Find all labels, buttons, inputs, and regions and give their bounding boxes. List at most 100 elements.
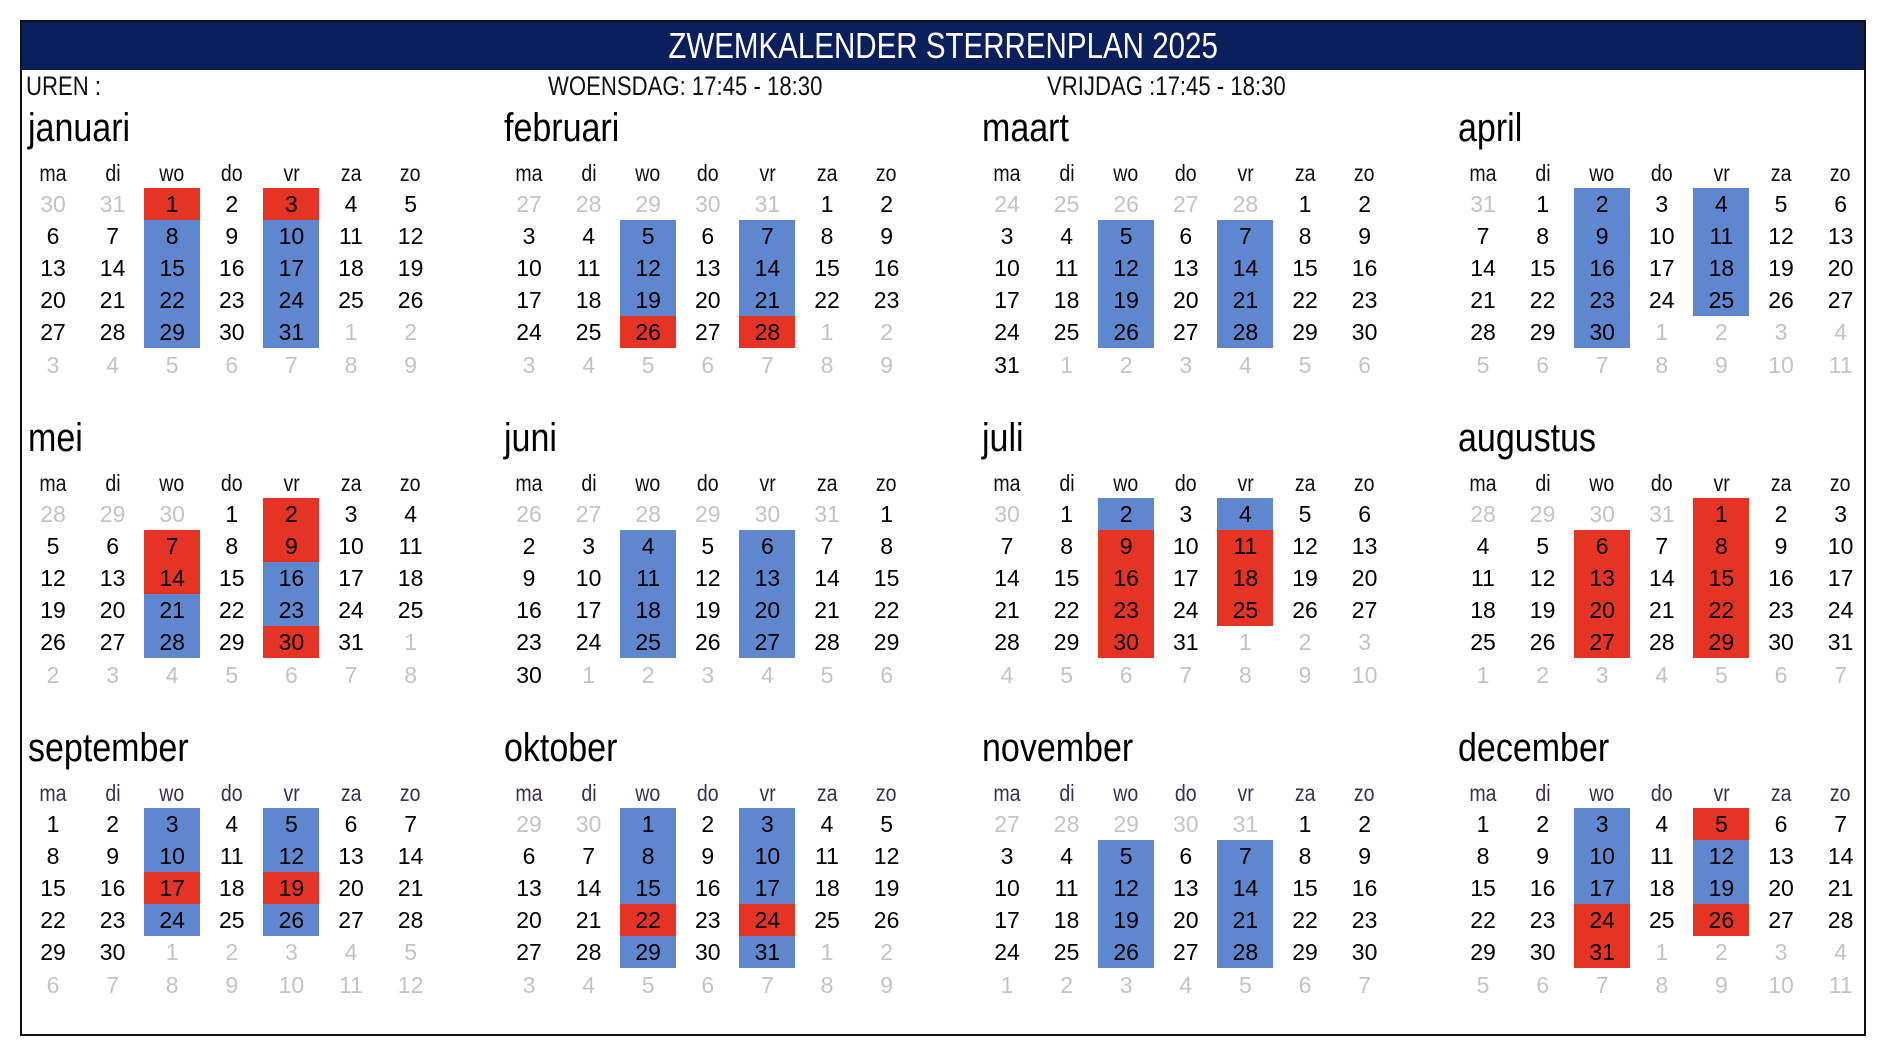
hours-friday-text: VRIJDAG :17:45 - 18:30 xyxy=(1047,71,1286,101)
day-cell: 23 xyxy=(1351,907,1378,934)
weekday-header: za xyxy=(799,778,855,808)
day-cell-lesson: 11 xyxy=(1693,220,1750,253)
day-cell-lesson: 17 xyxy=(1574,872,1631,905)
day-cell-other-month: 29 xyxy=(1113,811,1139,837)
day-cell-other-month: 5 xyxy=(641,351,655,378)
day-cell-lesson: 10 xyxy=(144,840,201,873)
day-cell-other-month: 9 xyxy=(225,971,239,998)
day-cell: 13 xyxy=(99,565,126,592)
day-cell-other-month: 7 xyxy=(106,971,119,998)
month-grid: ma di wo do vr za zo 24 25 26 27 28 1 2 3 4 5 6 7 8 9 10 11 12 1… xyxy=(982,158,1422,388)
day-cell: 15 xyxy=(1470,875,1496,902)
day-cell: 12 xyxy=(1529,565,1556,592)
day-cell-lesson: 5 xyxy=(1098,840,1155,873)
day-cell: 21 xyxy=(994,597,1020,624)
weekday-label: di xyxy=(1058,160,1075,186)
hours-wednesday: WOENSDAG: 17:45 - 18:30 xyxy=(548,70,968,102)
day-cell-other-month: 7 xyxy=(1595,971,1609,998)
day-cell-other-month: 27 xyxy=(1173,191,1199,217)
day-cell-other-month: 5 xyxy=(1476,971,1490,998)
day-cell: 15 xyxy=(1292,875,1318,902)
day-cell-other-month: 10 xyxy=(1768,971,1794,998)
weekday-label: zo xyxy=(1354,470,1375,496)
weekday-label: zo xyxy=(1354,780,1375,806)
day-cell: 11 xyxy=(576,255,601,282)
weekday-label: vr xyxy=(1237,160,1254,186)
day-cell: 25 xyxy=(338,287,364,314)
day-cell-other-month: 30 xyxy=(1173,811,1199,837)
day-cell: 22 xyxy=(1292,287,1318,314)
day-cell-other-month: 2 xyxy=(880,939,893,966)
weekday-header: do xyxy=(204,468,260,498)
day-cell: 20 xyxy=(338,875,364,902)
weekday-header: zo xyxy=(383,158,439,188)
day-cell-no-lesson: 1 xyxy=(144,188,201,220)
day-cell-lesson: 21 xyxy=(739,284,796,317)
day-cell: 3 xyxy=(1834,501,1847,527)
day-cell: 22 xyxy=(1292,907,1318,934)
weekday-label: vr xyxy=(759,780,776,806)
day-cell-other-month: 2 xyxy=(1119,351,1133,378)
day-cell: 8 xyxy=(880,533,893,560)
day-cell: 29 xyxy=(40,939,66,966)
day-cell: 3 xyxy=(1000,843,1014,870)
day-cell: 2 xyxy=(1774,501,1788,527)
day-cell: 10 xyxy=(1649,223,1675,250)
day-cell: 28 xyxy=(1649,629,1675,656)
weekday-header: zo xyxy=(1813,468,1869,498)
day-cell: 17 xyxy=(994,287,1020,314)
day-cell-lesson: 22 xyxy=(144,284,201,317)
day-cell-other-month: 6 xyxy=(284,661,298,688)
weekday-label: zo xyxy=(1830,470,1851,496)
month-oktober: oktober ma di wo do vr za zo 29 30 1 2 3 4 5 6 7 8 9 10 11 12… xyxy=(504,726,944,1026)
day-cell-other-month: 3 xyxy=(1358,629,1371,656)
day-cell-lesson: 27 xyxy=(739,626,796,659)
weekday-label: ma xyxy=(993,780,1021,806)
month-name-text: januari xyxy=(28,106,131,150)
day-cell: 11 xyxy=(339,223,363,250)
day-cell: 6 xyxy=(1774,811,1788,837)
weekday-header: ma xyxy=(501,778,557,808)
day-cell-other-month: 31 xyxy=(1649,501,1675,527)
day-cell: 21 xyxy=(397,875,424,902)
weekday-label: vr xyxy=(759,160,776,186)
day-cell: 13 xyxy=(338,843,364,870)
weekday-label: ma xyxy=(39,780,67,806)
weekday-label: zo xyxy=(876,160,897,186)
day-cell-other-month: 3 xyxy=(106,661,119,688)
day-cell-no-lesson: 25 xyxy=(1217,594,1274,627)
day-cell: 26 xyxy=(695,629,721,656)
weekday-header: ma xyxy=(501,158,557,188)
weekday-label: vr xyxy=(283,780,300,806)
hours-label: UREN : xyxy=(26,70,226,102)
day-cell-lesson: 12 xyxy=(263,840,320,873)
day-cell-other-month: 6 xyxy=(46,971,60,998)
day-cell: 21 xyxy=(99,287,126,314)
weekday-header: zo xyxy=(859,468,915,498)
day-cell-lesson: 16 xyxy=(1574,252,1631,285)
month-name-text: februari xyxy=(504,106,620,150)
weekday-header: za xyxy=(799,468,855,498)
day-cell-no-lesson: 24 xyxy=(1574,904,1631,937)
day-cell: 25 xyxy=(219,907,245,934)
day-cell: 8 xyxy=(1476,843,1490,870)
day-cell: 20 xyxy=(516,907,542,934)
day-cell: 19 xyxy=(1529,597,1556,624)
day-cell: 2 xyxy=(1536,811,1549,837)
day-cell-other-month: 2 xyxy=(1714,319,1728,346)
day-cell: 27 xyxy=(1351,597,1378,624)
hours-row: UREN : WOENSDAG: 17:45 - 18:30 VRIJDAG :… xyxy=(26,70,1862,102)
day-cell-other-month: 5 xyxy=(404,939,417,966)
day-cell: 7 xyxy=(1655,533,1669,560)
weekday-header: zo xyxy=(859,158,915,188)
weekday-header: zo xyxy=(383,468,439,498)
day-cell: 22 xyxy=(873,597,900,624)
hours-wednesday-text: WOENSDAG: 17:45 - 18:30 xyxy=(548,71,823,101)
month-name-text: juli xyxy=(982,416,1024,460)
day-cell-lesson: 31 xyxy=(739,936,796,969)
day-cell-other-month: 7 xyxy=(1358,971,1371,998)
day-cell-other-month: 6 xyxy=(701,971,715,998)
day-cell: 20 xyxy=(1768,875,1794,902)
weekday-label: ma xyxy=(39,160,67,186)
weekday-header: do xyxy=(1158,778,1214,808)
